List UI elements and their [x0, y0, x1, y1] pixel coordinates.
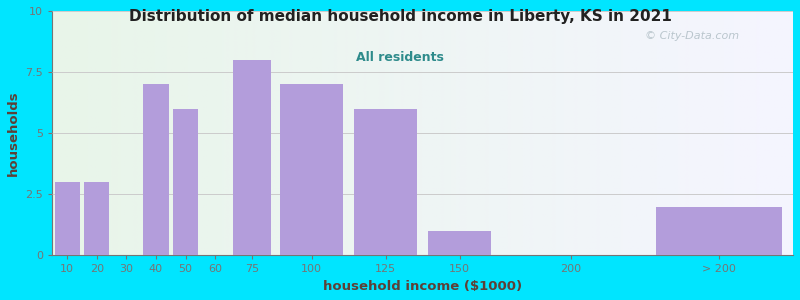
Bar	[428, 231, 491, 256]
Bar	[84, 182, 110, 256]
Bar	[173, 109, 198, 256]
Text: All residents: All residents	[356, 51, 444, 64]
X-axis label: household income ($1000): household income ($1000)	[323, 280, 522, 293]
Bar	[428, 231, 491, 256]
Bar	[354, 109, 417, 256]
Bar	[280, 84, 343, 256]
Bar	[234, 60, 271, 256]
Bar	[143, 84, 169, 256]
Bar	[656, 207, 782, 256]
Text: Distribution of median household income in Liberty, KS in 2021: Distribution of median household income …	[129, 9, 671, 24]
Bar	[143, 84, 169, 256]
Bar	[234, 60, 271, 256]
Bar	[54, 182, 80, 256]
Bar	[173, 109, 198, 256]
Bar	[84, 182, 110, 256]
Bar	[354, 109, 417, 256]
Bar	[280, 84, 343, 256]
Bar	[656, 207, 782, 256]
Text: © City-Data.com: © City-Data.com	[645, 31, 739, 40]
Y-axis label: households: households	[7, 90, 20, 176]
Bar	[54, 182, 80, 256]
